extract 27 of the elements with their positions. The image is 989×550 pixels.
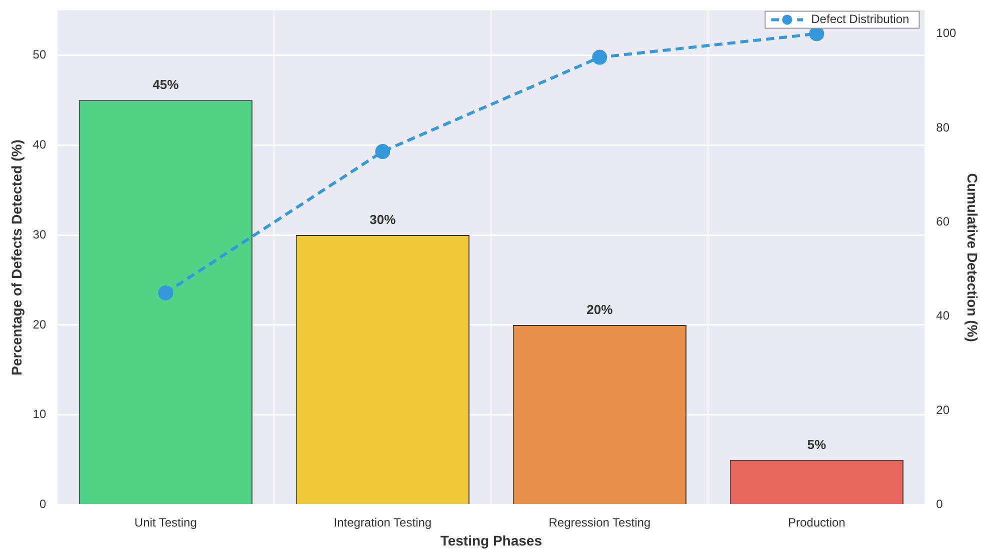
data-label: 5% (807, 436, 827, 452)
point (375, 144, 390, 160)
legend-label: Defect Distribution (811, 12, 910, 26)
y-tick-label: 20 (32, 317, 46, 332)
y-tick-label: 30 (32, 227, 46, 242)
point (592, 50, 608, 65)
x-tick-label: Regression Testing (548, 515, 651, 530)
y2-axis-title: Cumulative Detection (%) (964, 173, 981, 342)
y-tick-label: 40 (32, 137, 46, 152)
x-axis-title: Testing Phases (440, 532, 542, 548)
x-tick-label: Unit Testing (134, 515, 197, 530)
y2-tick-label: 40 (936, 308, 950, 323)
y2-tick-label: 20 (936, 402, 950, 417)
y-tick-label: 10 (32, 407, 46, 422)
data-label: 30% (370, 212, 396, 228)
y2-tick-label: 100 (936, 26, 957, 40)
y-axis-title: Percentage of Defects Detected (%) (8, 140, 24, 376)
y-tick-label: 50 (32, 47, 46, 62)
y2-tick-label: 0 (936, 497, 944, 512)
x-tick-label: Production (788, 515, 846, 530)
y2-tick-label: 80 (936, 120, 950, 134)
data-label: 45% (152, 77, 180, 92)
data-label: 20% (586, 302, 614, 318)
point (158, 285, 174, 300)
y2-tick-label: 60 (936, 214, 950, 228)
y-tick-label: 0 (39, 497, 46, 512)
x-tick-label: Integration Testing (334, 515, 432, 530)
